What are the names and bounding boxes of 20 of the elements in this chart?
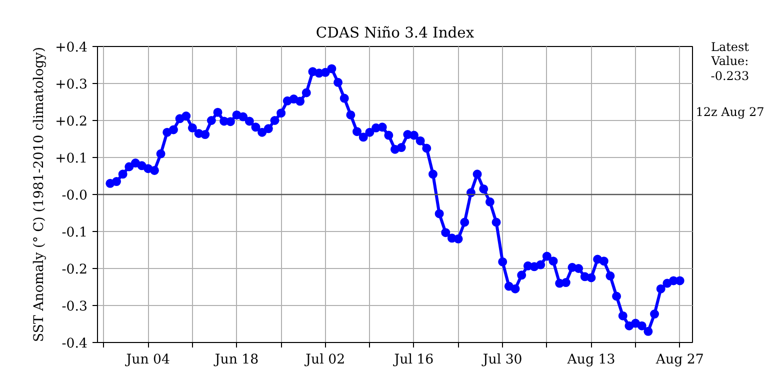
text: 12z Aug 27 [696, 105, 764, 120]
y-tick-label: -0.4 [62, 336, 88, 352]
x-tick-label: Aug 13 [566, 352, 616, 368]
y-tick-label: -0.0 [62, 188, 88, 204]
x-tick-label: Aug 27 [654, 352, 704, 368]
x-tick-label: Jun 18 [212, 352, 259, 368]
y-tick-label: -0.1 [62, 226, 88, 240]
text: Latest Value: -0.233 [710, 40, 750, 84]
y-tick-label: +0.4 [55, 40, 88, 56]
y-tick-label: -0.3 [62, 300, 88, 314]
y-tick-label: -0.2 [62, 262, 88, 278]
x-tick-label: Jun 04 [124, 352, 170, 368]
y-tick-label: +0.2 [55, 114, 88, 130]
y-axis-title: SST Anomaly (° C) (1981-2010 climatology) [32, 46, 48, 342]
x-tick-label: Jul 02 [304, 352, 346, 368]
x-tick-label: Jul 30 [480, 352, 522, 368]
chart-title: CDAS Niño 3.4 Index [316, 24, 475, 42]
x-tick-label: Jul 16 [392, 352, 434, 368]
y-tick-label: +0.3 [55, 78, 88, 92]
y-tick-label: +0.1 [55, 152, 88, 166]
